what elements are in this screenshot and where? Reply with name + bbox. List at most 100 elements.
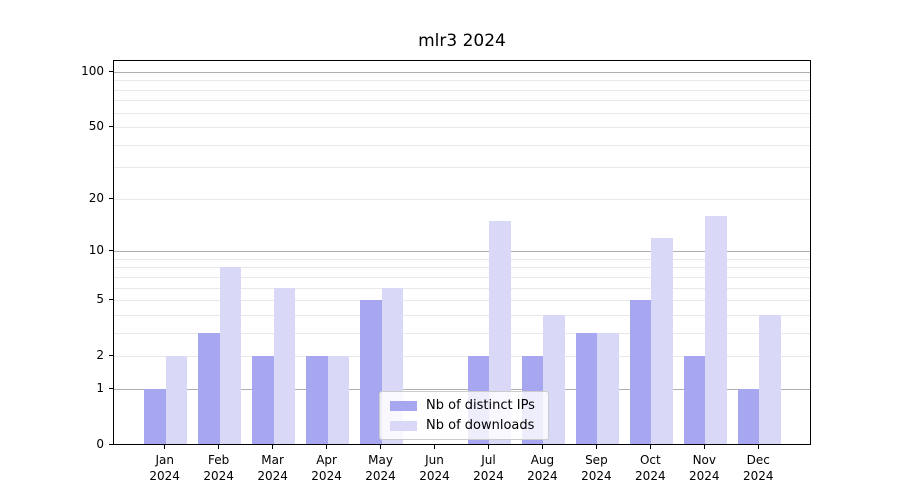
gridline-minor-20 [114, 198, 810, 200]
x-tick-year: 2024 [689, 469, 720, 483]
bar-nb-of-downloads-jan [165, 356, 188, 444]
gridline-minor-4 [114, 315, 810, 316]
gridline-minor-8 [114, 267, 810, 269]
bar-nb-of-distinct-ips-oct [629, 300, 652, 444]
y-tick-mark-0 [109, 444, 113, 446]
x-tick-mark-dec [757, 445, 759, 449]
y-tick-mark-5 [109, 299, 113, 301]
bar-nb-of-downloads-feb [219, 267, 242, 444]
legend-label-downloads: Nb of downloads [426, 417, 535, 433]
x-tick-month: Aug [530, 453, 555, 467]
gridline-minor-60 [114, 112, 810, 114]
x-tick-label-dec: Dec 2024 [728, 452, 788, 484]
x-tick-mark-apr [326, 445, 328, 449]
x-tick-year: 2024 [149, 469, 180, 483]
x-tick-label-mar: Mar 2024 [243, 452, 303, 484]
gridline-minor-2 [114, 356, 810, 358]
x-tick-mark-aug [541, 445, 543, 449]
legend-swatch-downloads [390, 420, 417, 431]
bar-nb-of-distinct-ips-nov [683, 356, 706, 444]
x-tick-mark-feb [218, 445, 220, 449]
x-tick-year: 2024 [203, 469, 234, 483]
x-tick-year: 2024 [311, 469, 342, 483]
x-tick-label-sep: Sep 2024 [566, 452, 626, 484]
bar-nb-of-distinct-ips-jan [144, 389, 166, 444]
y-tick-label-10: 10 [88, 243, 104, 258]
x-tick-mark-jan [164, 445, 166, 449]
x-tick-year: 2024 [419, 469, 450, 483]
chart-title: mlr3 2024 [418, 31, 506, 51]
bar-nb-of-distinct-ips-mar [252, 356, 274, 444]
x-tick-month: Mar [261, 453, 284, 467]
bar-nb-of-downloads-oct [651, 237, 673, 444]
x-tick-year: 2024 [581, 469, 612, 483]
legend-swatch-distinct-ips [390, 400, 417, 411]
x-tick-mark-may [380, 445, 382, 449]
x-tick-label-jul: Jul 2024 [458, 452, 518, 484]
x-tick-mark-nov [703, 445, 705, 449]
y-tick-mark-2 [109, 355, 113, 357]
bar-nb-of-downloads-mar [273, 287, 296, 444]
x-tick-label-feb: Feb 2024 [189, 452, 249, 484]
x-tick-month: Jul [481, 453, 496, 467]
x-tick-mark-jul [487, 445, 489, 449]
x-tick-year: 2024 [257, 469, 288, 483]
x-tick-month: Jan [155, 453, 174, 467]
y-tick-label-20: 20 [88, 190, 104, 205]
plot-area: Nb of distinct IPs Nb of downloads [113, 60, 811, 445]
bar-nb-of-distinct-ips-dec [737, 389, 760, 444]
gridline-minor-40 [114, 144, 810, 146]
y-tick-mark-100 [109, 70, 113, 72]
bar-nb-of-distinct-ips-sep [575, 333, 598, 444]
x-tick-label-aug: Aug 2024 [512, 452, 572, 484]
bar-nb-of-downloads-jul [489, 220, 511, 444]
x-tick-year: 2024 [365, 469, 396, 483]
y-tick-mark-10 [109, 250, 113, 252]
x-tick-month: Nov [692, 453, 716, 467]
x-tick-month: Apr [316, 453, 337, 467]
gridline-minor-6 [114, 287, 810, 289]
x-tick-year: 2024 [473, 469, 504, 483]
y-tick-mark-50 [109, 126, 113, 127]
x-tick-mark-mar [272, 445, 274, 449]
x-tick-year: 2024 [742, 469, 774, 483]
x-tick-label-oct: Oct 2024 [620, 452, 680, 484]
gridline-minor-5 [114, 300, 810, 302]
gridline-minor-70 [114, 100, 810, 102]
gridline-minor-3 [114, 333, 810, 335]
y-tick-label-2: 2 [96, 348, 104, 363]
legend-item-distinct-ips: Nb of distinct IPs [390, 397, 538, 414]
legend-item-downloads: Nb of downloads [390, 417, 538, 434]
y-tick-mark-20 [109, 197, 113, 199]
gridline-major-1 [114, 389, 810, 391]
x-tick-month: Dec [746, 453, 770, 467]
gridline-minor-50 [114, 127, 810, 128]
gridline-major-100 [114, 71, 810, 73]
gridline-minor-30 [114, 167, 810, 169]
legend: Nb of distinct IPs Nb of downloads [379, 391, 549, 440]
gridline-major-10 [114, 251, 810, 253]
gridline-minor-80 [114, 89, 810, 91]
x-tick-month: Jun [425, 453, 444, 467]
x-tick-month: Oct [639, 453, 661, 467]
gridline-minor-90 [114, 80, 810, 82]
bar-nb-of-downloads-sep [597, 333, 619, 444]
x-tick-month: Feb [208, 453, 230, 467]
x-axis: Jan 2024 Feb 2024 Mar 2024 Apr 2024 May 2024 Jun 20… [113, 445, 811, 500]
bar-nb-of-distinct-ips-feb [198, 333, 220, 444]
gridline-minor-9 [114, 258, 810, 260]
x-tick-year: 2024 [635, 469, 666, 483]
x-tick-mark-sep [595, 445, 597, 449]
y-tick-label-0: 0 [96, 437, 104, 452]
y-axis: 0 1 2 5 10 20 50 100 [0, 60, 113, 451]
bar-nb-of-downloads-nov [705, 215, 727, 444]
y-tick-label-5: 5 [96, 292, 104, 307]
x-tick-label-jan: Jan 2024 [135, 452, 195, 484]
bar-nb-of-distinct-ips-may [360, 300, 382, 444]
x-tick-year: 2024 [527, 469, 558, 483]
x-tick-label-nov: Nov 2024 [674, 452, 734, 484]
bar-nb-of-downloads-dec [759, 315, 781, 444]
y-tick-label-50: 50 [88, 119, 104, 133]
bar-nb-of-distinct-ips-apr [306, 356, 328, 444]
